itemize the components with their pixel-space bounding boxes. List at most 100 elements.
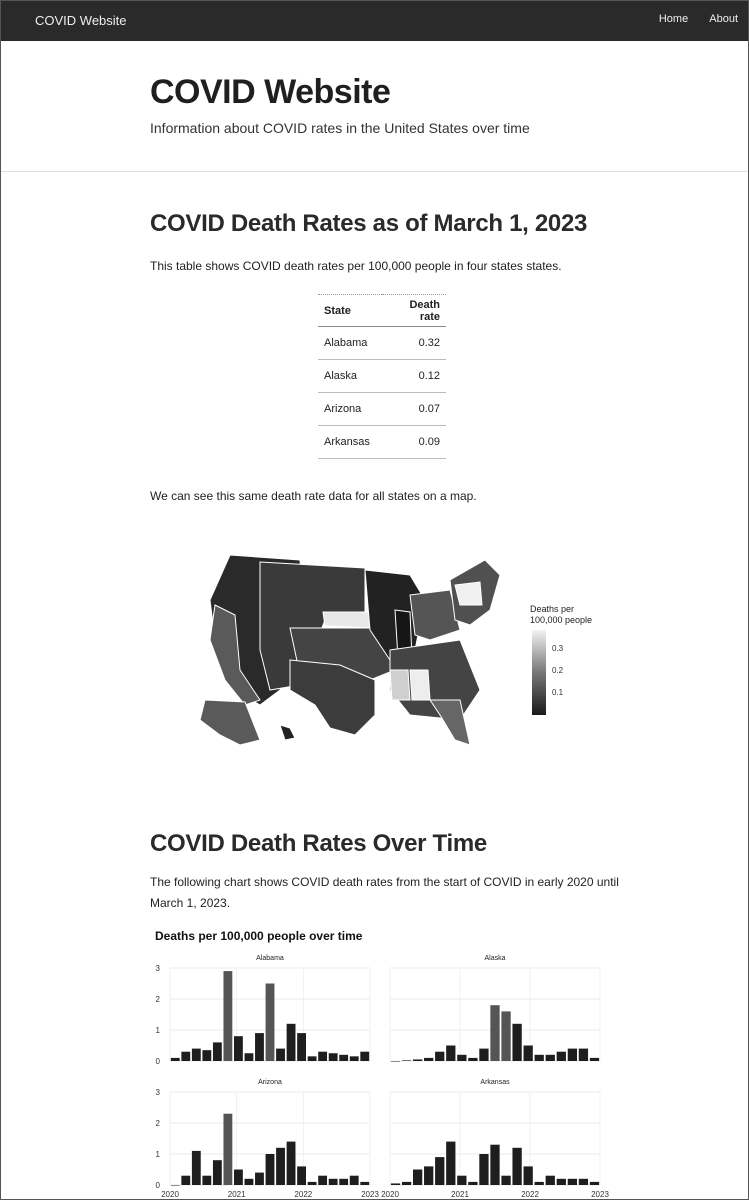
chart-bar bbox=[435, 1051, 445, 1061]
map-legend-tick: 0.3 bbox=[552, 644, 564, 653]
x-tick-label: 2022 bbox=[294, 1190, 312, 1199]
navbar: COVID Website Home About bbox=[0, 0, 749, 41]
y-tick-label: 3 bbox=[156, 1088, 161, 1097]
chart-bar bbox=[578, 1048, 589, 1061]
chart-bar bbox=[255, 1172, 264, 1185]
state-great-lakes bbox=[409, 589, 461, 641]
chart-bar bbox=[328, 1053, 338, 1061]
x-tick-label: 2020 bbox=[161, 1190, 179, 1199]
chart-bar bbox=[401, 1181, 412, 1185]
chart-title: Deaths per 100,000 people over time bbox=[155, 929, 363, 943]
chart-bar bbox=[578, 1178, 589, 1185]
table-cell-state: Arizona bbox=[318, 392, 382, 426]
chart-bar bbox=[234, 1036, 243, 1061]
state-california bbox=[209, 604, 261, 706]
chart-bar bbox=[424, 1057, 434, 1061]
chart-bar bbox=[567, 1178, 578, 1185]
facet-title: Arkansas bbox=[480, 1079, 510, 1086]
chart-bar bbox=[234, 1169, 243, 1185]
y-tick-label: 2 bbox=[156, 1119, 161, 1128]
x-tick-label: 2023 bbox=[591, 1190, 609, 1199]
chart-bar bbox=[545, 1175, 555, 1185]
nav-link-home[interactable]: Home bbox=[658, 13, 689, 25]
chart-bar bbox=[468, 1181, 478, 1185]
chart-bar bbox=[265, 983, 275, 1061]
chart-bar bbox=[401, 1060, 412, 1061]
chart-bar bbox=[170, 1185, 180, 1186]
chart-bar bbox=[202, 1175, 212, 1185]
chart-bar bbox=[349, 1056, 359, 1061]
y-tick-label: 1 bbox=[156, 1150, 161, 1159]
state-nebraska bbox=[322, 611, 376, 629]
chart-bar bbox=[265, 1154, 275, 1185]
chart-bar bbox=[339, 1054, 349, 1061]
chart-bar bbox=[318, 1051, 328, 1061]
x-tick-label: 2022 bbox=[521, 1190, 539, 1199]
chart-bar bbox=[479, 1154, 489, 1185]
chart-bar bbox=[390, 1183, 401, 1185]
chart-bar bbox=[545, 1054, 555, 1061]
chart-bar bbox=[523, 1045, 533, 1061]
chart-bar bbox=[457, 1054, 467, 1061]
chart-bar bbox=[181, 1175, 191, 1185]
state-new-york bbox=[454, 581, 483, 606]
map-legend-tick: 0.2 bbox=[552, 666, 564, 675]
table-header-death-rate: Death rate bbox=[382, 294, 446, 327]
chart-bar bbox=[446, 1141, 456, 1185]
chart-bar bbox=[191, 1048, 201, 1061]
death-rate-facet-chart: Deaths per 100,000 people over time Alab… bbox=[155, 929, 609, 1199]
navbar-brand[interactable]: COVID Website bbox=[35, 13, 127, 28]
table-intro-text: This table shows COVID death rates per 1… bbox=[150, 259, 562, 273]
chart-bar bbox=[223, 971, 233, 1061]
x-tick-label: 2021 bbox=[451, 1190, 469, 1199]
chart-bar bbox=[589, 1181, 600, 1185]
x-tick-label: 2021 bbox=[228, 1190, 246, 1199]
chart-bar bbox=[512, 1023, 522, 1061]
table-row: Arkansas 0.09 bbox=[318, 425, 446, 459]
hero-header: COVID Website Information about COVID ra… bbox=[0, 41, 749, 172]
chart-bar bbox=[339, 1178, 349, 1185]
x-tick-label: 2020 bbox=[381, 1190, 399, 1199]
table-cell-rate: 0.12 bbox=[382, 359, 446, 393]
table-cell-rate: 0.09 bbox=[382, 425, 446, 459]
chart-bar bbox=[412, 1169, 423, 1185]
chart-bar bbox=[435, 1157, 445, 1185]
chart-bar bbox=[534, 1181, 544, 1185]
chart-bar bbox=[307, 1056, 317, 1061]
x-tick-label: 2023 bbox=[361, 1190, 379, 1199]
chart-bar bbox=[556, 1051, 566, 1061]
us-death-rate-map: Deaths per 100,000 people 0.3 0.2 0.1 bbox=[199, 554, 592, 746]
chart-bar bbox=[297, 1166, 306, 1185]
chart-bar bbox=[360, 1051, 370, 1061]
chart-bar bbox=[589, 1057, 600, 1061]
chart-bar bbox=[307, 1181, 317, 1185]
nav-links: Home About bbox=[641, 13, 738, 25]
chart-bar bbox=[349, 1175, 359, 1185]
chart-bar bbox=[255, 1033, 264, 1061]
section-heading-over-time: COVID Death Rates Over Time bbox=[150, 830, 487, 857]
y-tick-label: 1 bbox=[156, 1026, 161, 1035]
state-hawaii bbox=[279, 724, 296, 741]
chart-bar bbox=[523, 1166, 533, 1185]
y-tick-label: 2 bbox=[156, 995, 161, 1004]
chart-bar bbox=[191, 1150, 201, 1185]
table-cell-state: Arkansas bbox=[318, 425, 382, 459]
chart-bar bbox=[424, 1166, 434, 1185]
table-header-state: State bbox=[318, 294, 382, 327]
state-alaska bbox=[199, 699, 261, 746]
chart-bar bbox=[534, 1054, 544, 1061]
facet-title: Alabama bbox=[256, 955, 284, 962]
state-texas bbox=[289, 659, 376, 736]
chart-bar bbox=[512, 1147, 522, 1185]
table-cell-rate: 0.07 bbox=[382, 392, 446, 426]
chart-bar bbox=[490, 1005, 500, 1061]
death-rate-table: State Death rate Alabama 0.32 Alaska 0.1… bbox=[318, 294, 446, 459]
nav-link-about[interactable]: About bbox=[709, 13, 738, 25]
chart-bar bbox=[556, 1178, 566, 1185]
y-tick-label: 0 bbox=[156, 1181, 161, 1190]
chart-bar bbox=[360, 1181, 370, 1185]
chart-bar bbox=[318, 1175, 328, 1185]
chart-bar bbox=[286, 1141, 296, 1185]
chart-bar bbox=[412, 1059, 423, 1061]
map-legend-colorbar bbox=[532, 630, 546, 715]
